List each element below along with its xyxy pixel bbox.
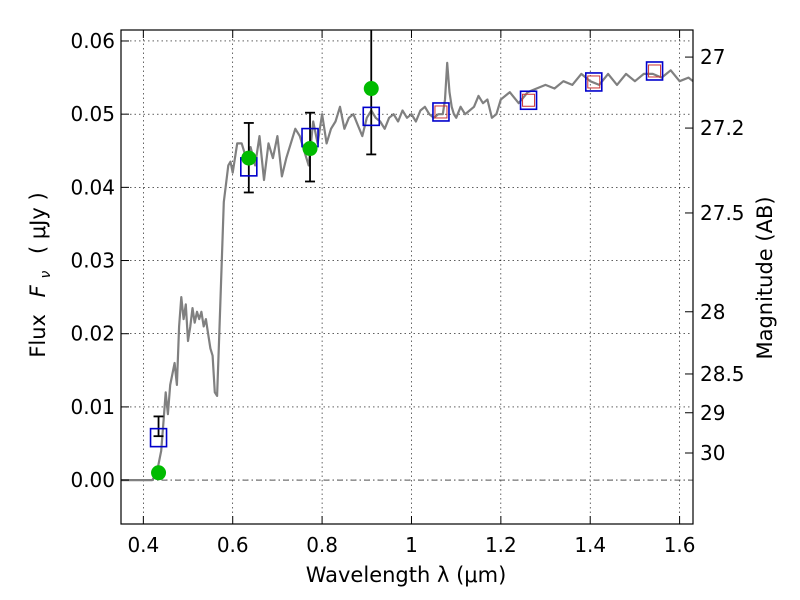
x-tick-label: 0.6	[217, 533, 249, 557]
observed-point	[241, 150, 257, 166]
axis-ticks: 0.4 0.6 0.8 1 1.2 1.4 1.6 0.00 0.01 0.02 0.03 0.04 0…	[70, 29, 744, 557]
y-tick-label: 0.03	[70, 249, 115, 273]
observed-point	[302, 141, 318, 157]
observed-point	[151, 465, 167, 481]
model-band-marker	[519, 90, 538, 111]
right-tick-label: 28	[700, 300, 725, 324]
right-tick-label: 27.5	[700, 201, 745, 225]
y-tick-label: 0.04	[70, 175, 115, 199]
x-tick-label: 1	[405, 533, 418, 557]
model-spectrum-line	[121, 61, 694, 482]
y-axis-label-prefix: Flux	[26, 314, 50, 358]
grid-lines	[121, 30, 693, 524]
model-band-inner-marker	[587, 75, 601, 89]
plot-frame	[120, 29, 694, 525]
right-tick-label: 28.5	[700, 362, 745, 386]
right-tick-label: 27.2	[700, 116, 745, 140]
y-tick-label: 0.00	[70, 468, 115, 492]
x-tick-label: 0.4	[127, 533, 159, 557]
y-tick-label: 0.01	[70, 395, 115, 419]
model-band-marker	[645, 61, 664, 81]
plot-area	[121, 30, 694, 482]
model-band-inner-marker	[648, 64, 662, 78]
right-axis-label: Magnitude (AB)	[753, 196, 777, 359]
y-tick-label: 0.05	[70, 102, 115, 126]
y-axis-label-symbol: F	[26, 284, 50, 297]
right-tick-label: 27	[700, 45, 725, 69]
model-band-marker	[362, 106, 381, 127]
y-axis-label-unit: ( μJy )	[26, 192, 50, 254]
y-axis-label-subscript: ν	[38, 271, 54, 279]
model-band-marker	[432, 102, 450, 122]
right-tick-label: 29	[700, 401, 725, 425]
x-tick-label: 1.4	[574, 533, 606, 557]
x-tick-label: 1.6	[664, 533, 696, 557]
model-band-inner-marker	[522, 93, 536, 107]
model-band-marker	[149, 427, 168, 448]
y-tick-label: 0.06	[70, 29, 115, 53]
observed-point	[363, 81, 379, 97]
right-tick-label: 30	[700, 441, 725, 465]
model-band-inner-marker	[434, 105, 448, 119]
x-tick-label: 1.2	[485, 533, 517, 557]
model-band-marker	[584, 72, 603, 92]
x-tick-label: 0.8	[306, 533, 338, 557]
x-axis-label: Wavelength λ (μm)	[306, 563, 507, 587]
y-axis-label: Flux F ν ( μJy )	[26, 192, 55, 357]
y-tick-label: 0.02	[70, 322, 115, 346]
